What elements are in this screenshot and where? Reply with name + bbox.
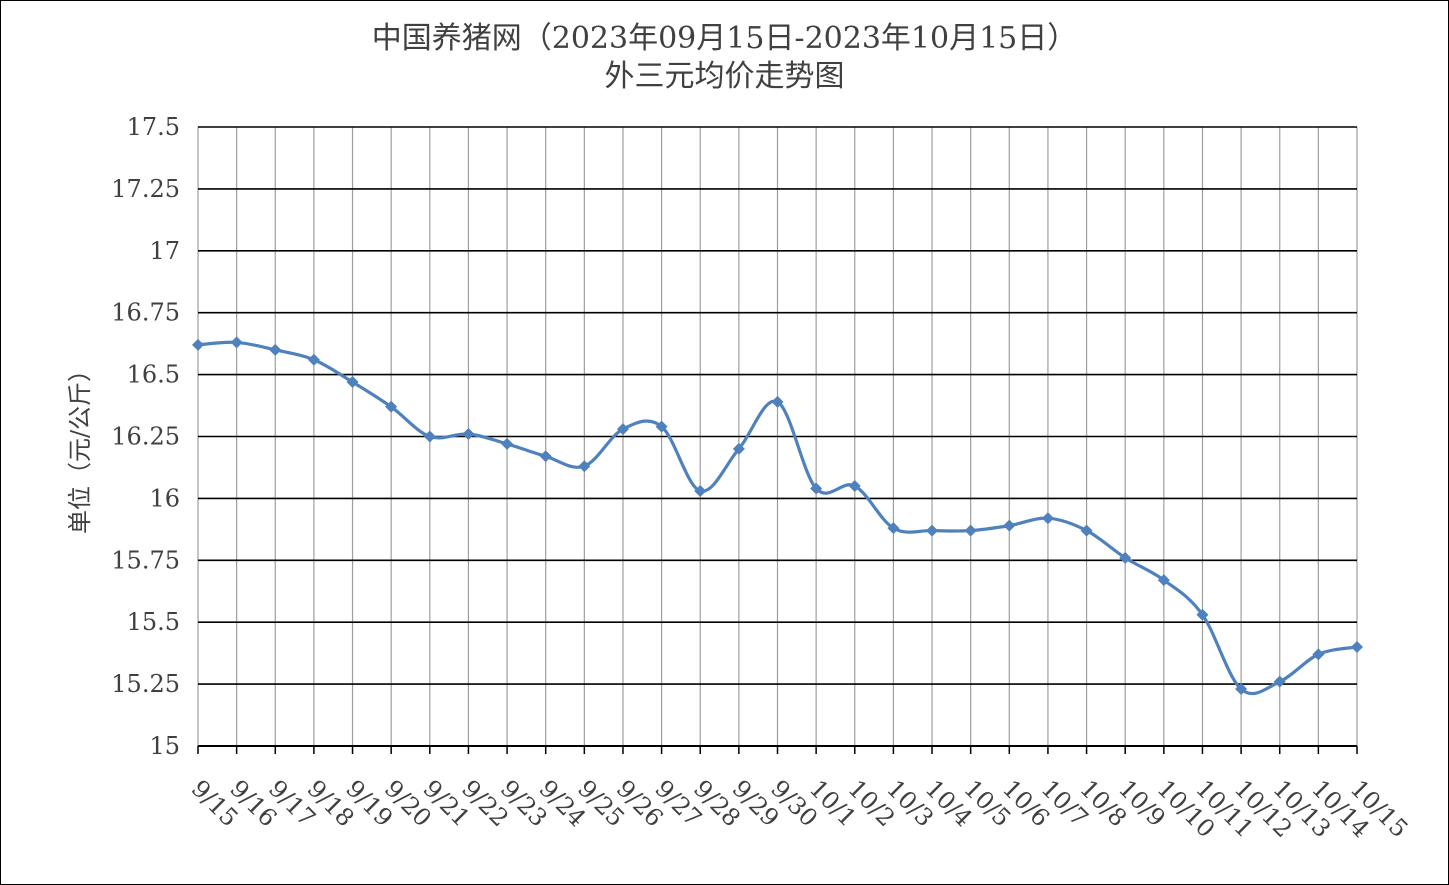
data-point-marker (346, 376, 359, 389)
data-point-marker (1312, 648, 1325, 661)
data-point-marker (578, 460, 591, 473)
data-point-marker (501, 437, 514, 450)
grid-layer (197, 126, 1358, 747)
data-point-marker (539, 450, 552, 463)
data-point-marker (423, 430, 436, 443)
data-point-marker (1041, 512, 1054, 525)
data-point-marker (771, 395, 784, 408)
axis-layer (197, 745, 1358, 754)
data-point-marker (1196, 608, 1209, 621)
data-point-marker (887, 522, 900, 535)
y-tick-label: 16.75 (111, 299, 180, 327)
data-point-marker (848, 480, 861, 493)
data-point-marker (694, 484, 707, 497)
data-point-marker (385, 400, 398, 413)
data-point-marker (964, 524, 977, 537)
data-point-marker (1080, 524, 1093, 537)
chart-title-line1: 中国养猪网（2023年09月15日-2023年10月15日） (371, 21, 1078, 56)
y-tick-label: 16.5 (127, 361, 180, 389)
y-tick-label: 17.5 (127, 113, 180, 141)
data-point-marker (926, 524, 939, 537)
chart-title-line2: 外三元均价走势图 (604, 59, 845, 94)
chart-title: 中国养猪网（2023年09月15日-2023年10月15日） 外三元均价走势图 (0, 20, 1449, 96)
y-tick-label: 15.75 (111, 546, 180, 574)
y-tick-label: 16 (149, 484, 180, 512)
y-tick-label: 15.5 (127, 608, 180, 636)
label-layer: 15 15.25 15.5 15.75 16 16.25 16.5 16.75 17 17.25 1… (111, 113, 1413, 843)
data-point-marker (462, 428, 475, 441)
data-point-marker (1235, 683, 1248, 696)
y-tick-label: 17.25 (111, 175, 180, 203)
data-point-marker (230, 336, 243, 349)
data-point-marker (1119, 551, 1132, 564)
y-axis-label: 单位（元/公斤） (66, 358, 94, 534)
data-point-marker (655, 420, 668, 433)
y-tick-label: 15.25 (111, 670, 180, 698)
data-point-marker (1157, 574, 1170, 587)
y-tick-label: 15 (149, 732, 180, 760)
data-point-marker (1351, 640, 1363, 653)
data-point-marker (307, 353, 320, 366)
series-layer (192, 336, 1363, 696)
data-point-marker (269, 343, 282, 356)
data-point-marker (1003, 519, 1016, 532)
y-tick-label: 16.25 (111, 423, 180, 451)
y-tick-label: 17 (149, 237, 180, 265)
data-point-marker (732, 442, 745, 455)
data-point-marker (192, 338, 204, 351)
data-point-marker (616, 423, 629, 436)
data-point-marker (810, 482, 823, 495)
data-point-marker (1273, 675, 1286, 688)
